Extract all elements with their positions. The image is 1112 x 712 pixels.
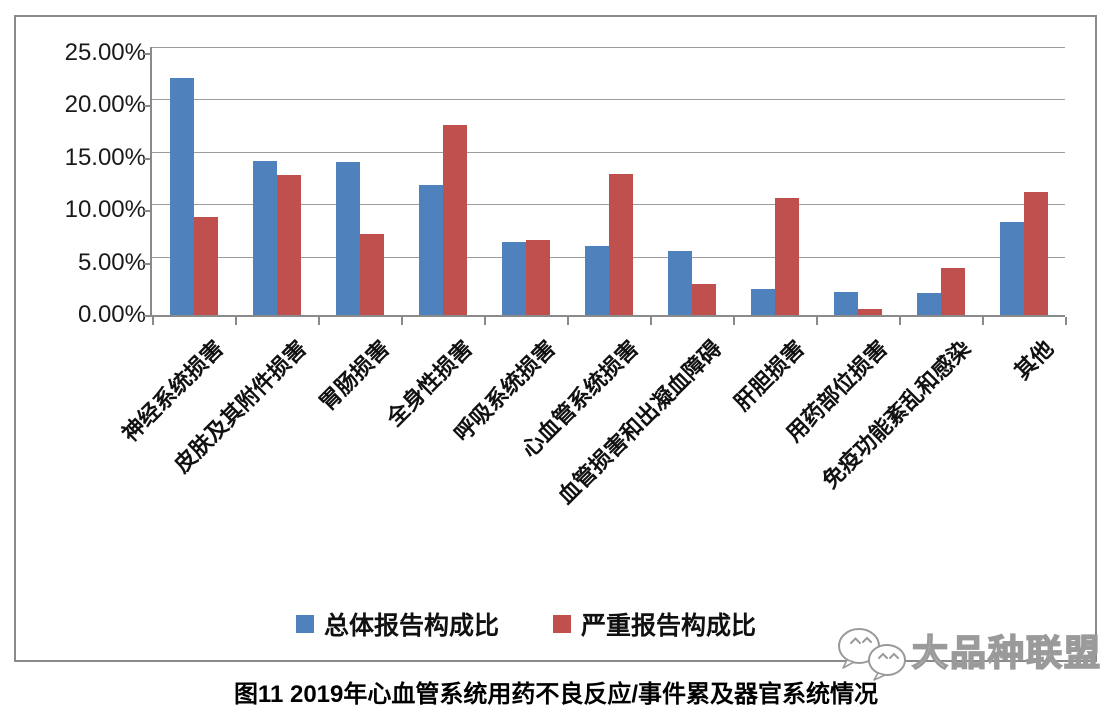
bar-total-3 xyxy=(418,185,443,315)
y-tick xyxy=(144,53,151,55)
y-axis-tick-label: 20.00% xyxy=(64,91,146,119)
bar-total-2 xyxy=(335,162,360,315)
y-axis-tick-label: 10.00% xyxy=(64,196,146,224)
y-axis-tick-label: 25.00% xyxy=(64,39,146,66)
y-tick xyxy=(144,210,151,213)
bar-serious-3 xyxy=(442,125,467,315)
x-tick xyxy=(650,317,652,325)
figure-caption: 图11 2019年心血管系统用药不良反应/事件累及器官系统情况 xyxy=(233,681,879,708)
x-tick xyxy=(982,317,984,325)
x-tick xyxy=(401,317,403,325)
bar-total-0 xyxy=(169,78,194,315)
bar-total-4 xyxy=(501,241,526,315)
y-axis-tick-label: 15.00% xyxy=(64,143,146,171)
bar-serious-8 xyxy=(857,308,882,315)
chart-legend: 总体报告构成比 严重报告构成比 xyxy=(0,606,1052,642)
y-tick xyxy=(144,105,151,108)
legend-entry-serious: 严重报告构成比 xyxy=(553,606,756,642)
chart-outer-frame xyxy=(14,15,1097,662)
legend-swatch-blue xyxy=(295,615,314,633)
x-tick xyxy=(567,317,569,325)
y-tick xyxy=(144,157,151,160)
bar-serious-1 xyxy=(276,174,301,315)
bar-serious-9 xyxy=(940,267,965,315)
y-axis-tick-label: 0.00% xyxy=(77,301,146,328)
y-axis-tick-label: 5.00% xyxy=(77,248,146,276)
bar-total-6 xyxy=(667,251,692,315)
bar-serious-10 xyxy=(1023,192,1048,315)
legend-entry-total: 总体报告构成比 xyxy=(295,606,499,642)
bar-serious-2 xyxy=(359,234,384,315)
x-tick xyxy=(484,317,486,325)
gridline-25 xyxy=(152,47,1065,48)
y-tick xyxy=(144,262,151,265)
x-tick xyxy=(816,317,818,325)
y-axis-line xyxy=(150,47,152,317)
bar-total-10 xyxy=(999,221,1024,315)
bar-total-9 xyxy=(916,293,941,315)
x-tick xyxy=(318,317,320,325)
bar-total-7 xyxy=(750,288,775,315)
bar-total-5 xyxy=(584,245,609,315)
wechat-icon xyxy=(837,628,906,681)
x-tick xyxy=(899,317,901,325)
legend-label-serious: 严重报告构成比 xyxy=(581,612,757,640)
watermark: 大品种联盟 xyxy=(834,622,1102,684)
x-tick xyxy=(152,317,154,325)
watermark-text: 大品种联盟 xyxy=(911,631,1102,674)
bar-serious-7 xyxy=(774,197,799,315)
bar-serious-0 xyxy=(193,216,218,315)
legend-swatch-red xyxy=(553,615,571,633)
x-tick xyxy=(235,317,237,325)
bar-total-1 xyxy=(252,160,277,315)
legend-label-total: 总体报告构成比 xyxy=(323,612,499,640)
x-tick xyxy=(1065,317,1067,325)
bar-serious-5 xyxy=(608,173,633,315)
bar-total-8 xyxy=(833,291,858,315)
gridline-20 xyxy=(152,99,1065,101)
bar-serious-6 xyxy=(691,283,716,315)
x-axis-line xyxy=(146,315,1065,317)
x-tick xyxy=(733,317,735,325)
gridline-15 xyxy=(152,151,1065,153)
bar-serious-4 xyxy=(525,239,550,315)
plot-area xyxy=(152,47,1065,315)
y-tick xyxy=(144,315,151,317)
